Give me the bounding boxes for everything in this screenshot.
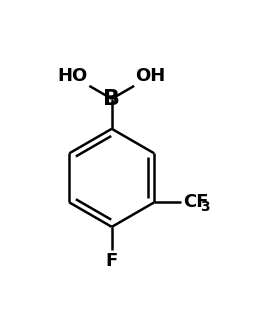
Text: F: F <box>106 252 118 270</box>
Text: 3: 3 <box>200 200 209 214</box>
Text: OH: OH <box>136 67 166 85</box>
Text: CF: CF <box>183 193 208 211</box>
Text: HO: HO <box>58 67 88 85</box>
Text: B: B <box>103 89 120 109</box>
